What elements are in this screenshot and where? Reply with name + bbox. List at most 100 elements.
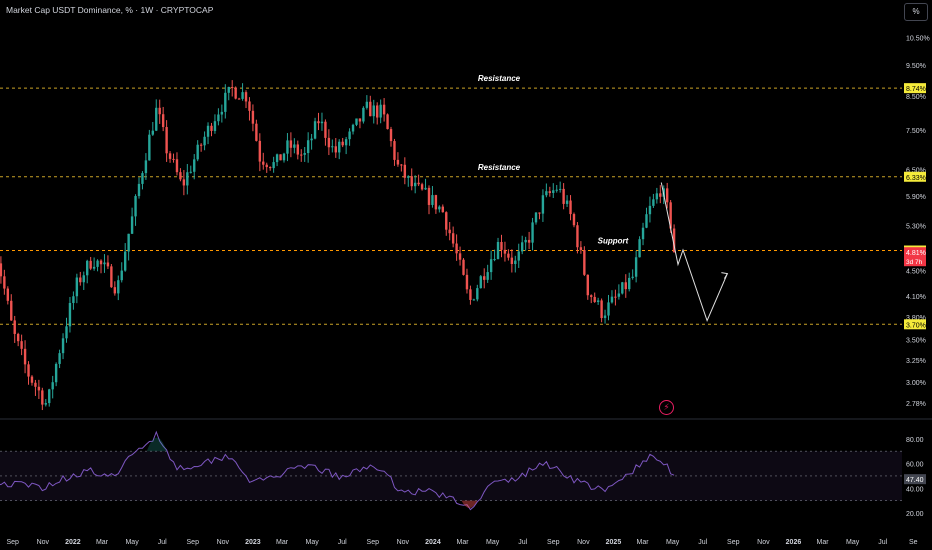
x-tick-label-27: Mar <box>817 539 830 546</box>
candle-body-174 <box>593 296 596 302</box>
projection-path <box>660 182 728 322</box>
candle-body-49 <box>161 114 165 128</box>
candle-body-2 <box>0 263 3 277</box>
y-tick-label-5: 5.90% <box>906 194 926 201</box>
y-tick-label-4: 6.50% <box>906 167 926 174</box>
candle-body-67 <box>224 92 227 112</box>
candle-body-96 <box>324 121 327 138</box>
candle-body-168 <box>572 214 576 226</box>
candle-body-102 <box>344 139 348 146</box>
candle-body-143 <box>486 272 489 280</box>
candle-body-24 <box>75 277 79 297</box>
candle-body-90 <box>303 153 306 155</box>
candle-body-169 <box>576 225 579 248</box>
candle-body-160 <box>545 191 548 196</box>
candle-body-27 <box>86 260 89 276</box>
candle-body-46 <box>151 130 155 135</box>
candle-body-136 <box>462 259 465 275</box>
candle-body-60 <box>199 144 203 146</box>
candle-body-64 <box>213 121 217 131</box>
candle-body-182 <box>621 282 624 294</box>
candle-body-55 <box>182 179 186 186</box>
candle-body-71 <box>237 98 241 100</box>
candle-body-11 <box>30 376 34 383</box>
candle-body-175 <box>596 300 600 302</box>
rsi-tick-label-0: 80.00 <box>906 437 924 444</box>
candle-body-70 <box>234 87 237 99</box>
candle-body-149 <box>507 253 510 258</box>
candle-body-29 <box>92 266 96 269</box>
candle-body-150 <box>510 257 514 264</box>
level-tag-3: 3.70% <box>906 322 926 329</box>
candle-body-7 <box>16 333 20 342</box>
candle-body-107 <box>362 107 365 122</box>
candle-body-146 <box>496 241 500 260</box>
candle-body-154 <box>524 239 527 243</box>
last-price-tag: 4.81% <box>906 250 926 257</box>
candle-body-108 <box>365 101 369 108</box>
candle-body-121 <box>410 176 413 187</box>
x-tick-label-0: Sep <box>7 539 20 546</box>
level-tag-0: 8.74% <box>906 86 926 93</box>
y-tick-label-12: 3.00% <box>906 380 926 387</box>
projection-arrowhead <box>721 272 729 279</box>
x-tick-label-28: May <box>846 539 860 546</box>
candle-body-16 <box>48 389 51 404</box>
candle-body-123 <box>417 182 420 185</box>
candle-body-18 <box>54 363 58 383</box>
candle-body-115 <box>389 129 393 142</box>
candle-body-33 <box>106 262 110 267</box>
candle-body-145 <box>493 259 496 261</box>
candle-body-167 <box>569 200 572 215</box>
candle-body-161 <box>548 191 552 193</box>
x-tick-label-8: 2023 <box>245 539 261 546</box>
candle-body-44 <box>144 160 148 174</box>
candle-body-9 <box>23 348 27 365</box>
candle-body-6 <box>13 320 16 334</box>
candle-body-137 <box>465 274 469 290</box>
candle-body-28 <box>89 260 92 269</box>
rsi-overbought-fill <box>146 437 167 452</box>
candle-body-142 <box>483 276 486 280</box>
x-tick-label-7: Nov <box>217 539 230 546</box>
candle-body-191 <box>652 199 655 206</box>
x-tick-label-19: Nov <box>577 539 590 546</box>
candle-body-43 <box>141 173 144 184</box>
candle-body-164 <box>558 188 562 190</box>
candle-body-188 <box>641 227 645 240</box>
candle-body-124 <box>420 184 424 190</box>
candle-body-86 <box>289 140 293 148</box>
candle-body-135 <box>458 253 462 260</box>
candle-body-85 <box>286 140 289 154</box>
candle-body-119 <box>403 164 407 178</box>
candle-body-112 <box>379 104 382 118</box>
candle-body-62 <box>206 125 210 137</box>
percent-scale-button[interactable]: % <box>904 3 928 21</box>
candle-body-31 <box>99 260 103 265</box>
candle-body-8 <box>20 341 23 349</box>
level-label-0: Resistance <box>478 74 521 83</box>
rsi-last-tag-bg <box>904 474 926 485</box>
candle-body-162 <box>552 190 555 193</box>
candle-body-114 <box>386 114 389 130</box>
candle-body-58 <box>193 159 196 172</box>
candle-body-57 <box>189 171 192 173</box>
x-tick-label-3: Mar <box>96 539 109 546</box>
x-tick-label-5: Jul <box>158 539 167 546</box>
x-tick-label-14: 2024 <box>425 539 441 546</box>
y-tick-label-11: 3.25% <box>906 358 926 365</box>
candle-body-65 <box>217 114 220 122</box>
candle-body-180 <box>614 296 617 298</box>
candle-body-158 <box>538 212 541 214</box>
candle-body-52 <box>172 158 175 160</box>
candle-body-42 <box>137 183 141 197</box>
x-tick-label-30: Se <box>909 539 918 546</box>
candle-body-35 <box>113 287 117 294</box>
candle-body-63 <box>210 125 213 131</box>
y-tick-label-2: 8.50% <box>906 94 926 101</box>
lightning-icon[interactable]: ⚡ <box>659 400 674 415</box>
candle-body-83 <box>279 154 282 161</box>
x-tick-label-10: May <box>305 539 319 546</box>
candle-body-170 <box>579 247 583 251</box>
